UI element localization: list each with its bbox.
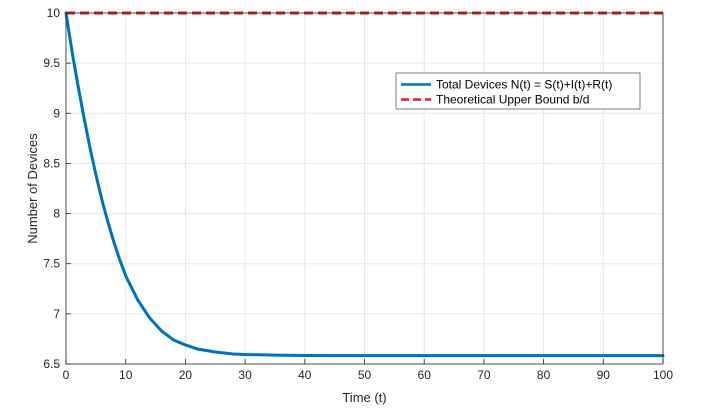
legend-box [395, 72, 641, 110]
x-tick-label: 20 [179, 368, 193, 382]
y-tick-label: 7 [53, 307, 60, 321]
x-tick-label: 100 [653, 368, 673, 382]
x-tick-label: 50 [358, 368, 372, 382]
y-tick-label: 6.5 [43, 357, 60, 371]
legend-label-total-devices: Total Devices N(t) = S(t)+I(t)+R(t) [436, 78, 612, 92]
x-tick-label: 30 [238, 368, 252, 382]
legend-label-upper-bound: Theoretical Upper Bound b/d [436, 93, 589, 107]
x-tick-label: 60 [418, 368, 432, 382]
y-tick-label: 9.5 [43, 56, 60, 70]
y-tick-label: 10 [47, 6, 61, 20]
y-tick-label: 9 [53, 106, 60, 120]
x-tick-label: 0 [63, 368, 70, 382]
x-tick-label: 40 [298, 368, 312, 382]
y-tick-label: 8.5 [43, 156, 60, 170]
x-axis-label: Time (t) [342, 390, 386, 405]
tick-marks [65, 12, 664, 365]
y-axis-label: Number of Devices [25, 133, 40, 244]
y-tick-labels: 6.5 7 7.5 8 8.5 9 9.5 10 [43, 6, 60, 371]
legend: Total Devices N(t) = S(t)+I(t)+R(t) Theo… [395, 72, 641, 110]
x-tick-labels: 0 10 20 30 40 50 60 70 80 90 100 [63, 368, 674, 382]
y-tick-label: 8 [53, 207, 60, 221]
x-tick-label: 90 [597, 368, 611, 382]
x-tick-label: 80 [537, 368, 551, 382]
x-tick-label: 70 [477, 368, 491, 382]
x-tick-label: 10 [119, 368, 133, 382]
series-line-total-devices [64, 11, 665, 358]
y-tick-label: 7.5 [43, 257, 60, 271]
